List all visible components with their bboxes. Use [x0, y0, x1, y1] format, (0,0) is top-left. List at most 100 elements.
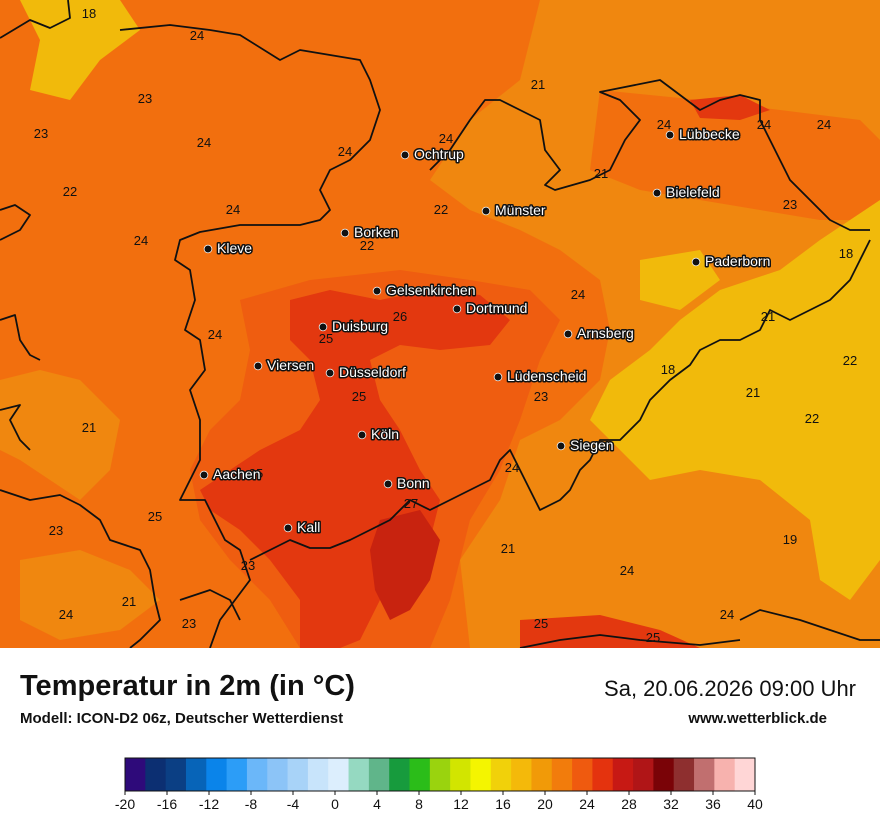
border-nl-de: [0, 0, 71, 39]
legend-swatch: [287, 758, 309, 791]
temp-label: 24: [720, 607, 734, 622]
legend-tick-label: 16: [495, 796, 511, 812]
legend-tick-label: 8: [415, 796, 423, 812]
temp-label: 23: [182, 616, 196, 631]
temp-label: 21: [746, 385, 760, 400]
legend-swatch: [592, 758, 614, 791]
border-lu: [179, 589, 241, 621]
city-label: Lübbecke: [679, 126, 740, 142]
temperature-field-east-yellow: [590, 200, 880, 600]
city-ochtrup[interactable]: Ochtrup: [400, 145, 466, 164]
city-duesseldorf[interactable]: Düsseldorf: [325, 363, 408, 382]
temp-label: 22: [434, 202, 448, 217]
legend-swatch: [226, 758, 248, 791]
temperature-labels: 18 24 23 23 24 22 24 21 24 24 24 24 21 2…: [34, 6, 857, 645]
city-duisburg[interactable]: Duisburg: [318, 317, 390, 336]
city-kall[interactable]: Kall: [283, 518, 322, 537]
border-hesse: [249, 239, 871, 561]
legend-swatch: [267, 758, 289, 791]
temp-label: 23: [783, 197, 797, 212]
legend-tick-label: 28: [621, 796, 637, 812]
temp-label: 21: [761, 309, 775, 324]
website-link[interactable]: www.wetterblick.de: [688, 710, 827, 727]
legend-swatch: [572, 758, 593, 791]
city-arnsberg[interactable]: Arnsberg: [563, 324, 635, 343]
city-label: Bonn: [397, 475, 430, 491]
border-rp: [519, 634, 741, 648]
temp-label: 22: [63, 184, 77, 199]
city-luebbecke[interactable]: Lübbecke: [665, 125, 741, 144]
legend-swatch: [694, 758, 715, 791]
temp-label: 18: [839, 246, 853, 261]
border-west-1: [0, 204, 31, 241]
temp-label: 21: [531, 77, 545, 92]
border-north: [119, 24, 381, 648]
city-label: Siegen: [570, 437, 614, 453]
city-dot-icon: [340, 228, 350, 238]
temp-label: 24: [620, 563, 634, 578]
temperature-field-southwest-light: [20, 550, 160, 640]
city-paderborn[interactable]: Paderborn: [691, 252, 772, 271]
legend-frame: [124, 757, 756, 792]
city-viersen[interactable]: Viersen: [253, 356, 316, 375]
city-borken[interactable]: Borken: [340, 223, 400, 242]
temp-label: 25: [319, 331, 333, 346]
temp-label: 21: [501, 541, 515, 556]
city-bielefeld[interactable]: Bielefeld: [652, 183, 721, 202]
temperature-field-red: [200, 290, 510, 648]
legend-tick-label: 0: [331, 796, 339, 812]
legend-tick-label: 4: [373, 796, 381, 812]
legend-swatch: [206, 758, 228, 791]
country-borders: [0, 0, 880, 648]
city-dot-icon: [318, 322, 328, 332]
city-bonn[interactable]: Bonn: [383, 474, 431, 493]
temp-label: 24: [190, 28, 204, 43]
temp-label: 24: [208, 327, 222, 342]
city-label: Münster: [495, 202, 546, 218]
city-dot-icon: [372, 286, 382, 296]
legend-swatch: [633, 758, 654, 791]
city-dot-icon: [253, 361, 263, 371]
city-dot-icon: [400, 150, 410, 160]
temp-label: 21: [122, 594, 136, 609]
temperature-field-dark-red: [370, 510, 440, 620]
legend-tick-label: 36: [705, 796, 721, 812]
temp-label: 25: [534, 616, 548, 631]
temp-label: 22: [360, 238, 374, 253]
city-label: Borken: [354, 224, 398, 240]
city-dot-icon: [652, 188, 662, 198]
temp-label: 25: [249, 466, 263, 481]
city-koeln[interactable]: Köln: [357, 425, 401, 444]
temp-label: 23: [241, 558, 255, 573]
city-label: Köln: [371, 426, 399, 442]
legend-tick-label: -12: [199, 796, 219, 812]
temp-label: 22: [805, 411, 819, 426]
city-dot-icon: [665, 130, 675, 140]
legend-swatch: [145, 758, 167, 791]
city-siegen[interactable]: Siegen: [556, 436, 615, 455]
temp-label: 24: [59, 607, 73, 622]
city-gelsenkirchen[interactable]: Gelsenkirchen: [372, 281, 477, 300]
temp-label: 25: [352, 389, 366, 404]
city-muenster[interactable]: Münster: [481, 201, 547, 220]
map-title: Temperatur in 2m (in °C): [20, 670, 355, 702]
legend-swatch: [429, 758, 451, 791]
legend-tick-label: -8: [245, 796, 258, 812]
legend-swatch: [368, 758, 390, 791]
model-info: Modell: ICON-D2 06z, Deutscher Wetterdie…: [20, 710, 344, 727]
city-dortmund[interactable]: Dortmund: [452, 299, 529, 318]
legend-swatch: [328, 758, 350, 791]
legend-swatch: [531, 758, 553, 791]
city-label: Aachen: [213, 466, 260, 482]
legend-tick-label: 12: [453, 796, 469, 812]
city-label: Arnsberg: [577, 325, 634, 341]
legend-swatch: [551, 758, 573, 791]
city-kleve[interactable]: Kleve: [203, 239, 254, 258]
temp-label: 24: [439, 131, 453, 146]
legend-swatch: [714, 758, 736, 791]
temp-label: 23: [34, 126, 48, 141]
city-label: Gelsenkirchen: [386, 282, 476, 298]
city-luedenscheid[interactable]: Lüdenscheid: [493, 367, 588, 386]
legend-swatch: [307, 758, 329, 791]
city-aachen[interactable]: Aachen: [199, 465, 262, 484]
